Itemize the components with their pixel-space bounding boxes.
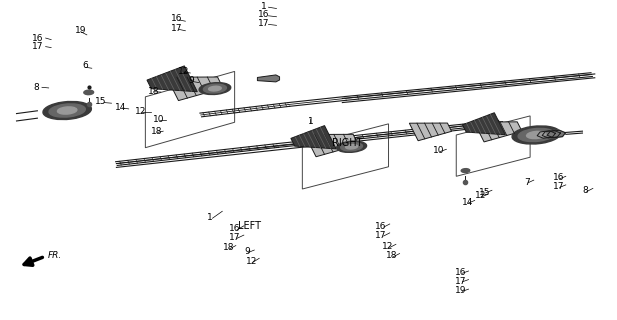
Ellipse shape <box>526 132 546 139</box>
Text: 16: 16 <box>31 34 43 43</box>
Ellipse shape <box>209 86 222 91</box>
Ellipse shape <box>84 90 94 95</box>
Text: 19: 19 <box>455 286 467 295</box>
Polygon shape <box>537 131 555 138</box>
Text: 16: 16 <box>553 173 564 182</box>
Text: 17: 17 <box>171 24 183 33</box>
Text: 19: 19 <box>75 26 86 35</box>
Text: 14: 14 <box>115 102 126 111</box>
Text: 16: 16 <box>375 222 387 231</box>
Text: 10: 10 <box>433 146 445 156</box>
Text: 16: 16 <box>229 224 241 233</box>
Polygon shape <box>547 130 565 138</box>
Polygon shape <box>291 126 336 149</box>
Text: 8: 8 <box>34 83 39 92</box>
Ellipse shape <box>43 101 91 120</box>
Ellipse shape <box>57 107 77 114</box>
Text: 16: 16 <box>171 14 183 23</box>
Text: 18: 18 <box>223 243 234 252</box>
Text: 18: 18 <box>147 87 159 96</box>
Text: 17: 17 <box>259 19 270 28</box>
Text: 9: 9 <box>189 76 194 85</box>
Text: 17: 17 <box>229 233 241 242</box>
Polygon shape <box>542 131 560 138</box>
Text: 12: 12 <box>135 107 147 116</box>
Text: 10: 10 <box>152 115 164 124</box>
Text: 17: 17 <box>553 182 564 191</box>
Ellipse shape <box>346 145 358 149</box>
Text: 7: 7 <box>524 178 530 187</box>
Polygon shape <box>463 113 505 135</box>
Ellipse shape <box>341 143 363 151</box>
Text: 12: 12 <box>381 242 393 251</box>
Text: RIGHT: RIGHT <box>332 138 362 148</box>
Text: 6: 6 <box>83 61 88 70</box>
Text: 17: 17 <box>375 231 387 240</box>
Ellipse shape <box>199 83 231 94</box>
Text: 12: 12 <box>475 191 487 201</box>
Text: 14: 14 <box>462 198 473 207</box>
Text: 12: 12 <box>246 257 257 266</box>
Text: FR.: FR. <box>48 251 62 260</box>
Ellipse shape <box>518 128 555 141</box>
Text: 1: 1 <box>262 2 267 11</box>
Polygon shape <box>305 134 358 157</box>
Text: 16: 16 <box>259 10 270 19</box>
Text: 17: 17 <box>31 42 43 51</box>
Polygon shape <box>147 66 197 92</box>
Text: 15: 15 <box>479 188 491 197</box>
Text: 18: 18 <box>386 251 397 260</box>
Polygon shape <box>167 77 223 100</box>
Polygon shape <box>474 122 522 142</box>
Text: 9: 9 <box>244 247 250 256</box>
Text: 18: 18 <box>151 127 162 136</box>
Text: 15: 15 <box>95 97 107 106</box>
Ellipse shape <box>512 126 560 144</box>
Text: LEFT: LEFT <box>238 220 261 230</box>
Text: 8: 8 <box>582 186 589 195</box>
Text: 12: 12 <box>178 67 189 76</box>
Ellipse shape <box>204 84 226 93</box>
Ellipse shape <box>337 141 366 152</box>
Text: 1: 1 <box>207 213 213 222</box>
Text: 1: 1 <box>307 117 313 126</box>
Ellipse shape <box>49 104 85 117</box>
Polygon shape <box>409 123 452 141</box>
Ellipse shape <box>462 169 470 172</box>
Text: 16: 16 <box>455 268 467 277</box>
Polygon shape <box>257 75 280 82</box>
Text: 17: 17 <box>455 277 467 286</box>
